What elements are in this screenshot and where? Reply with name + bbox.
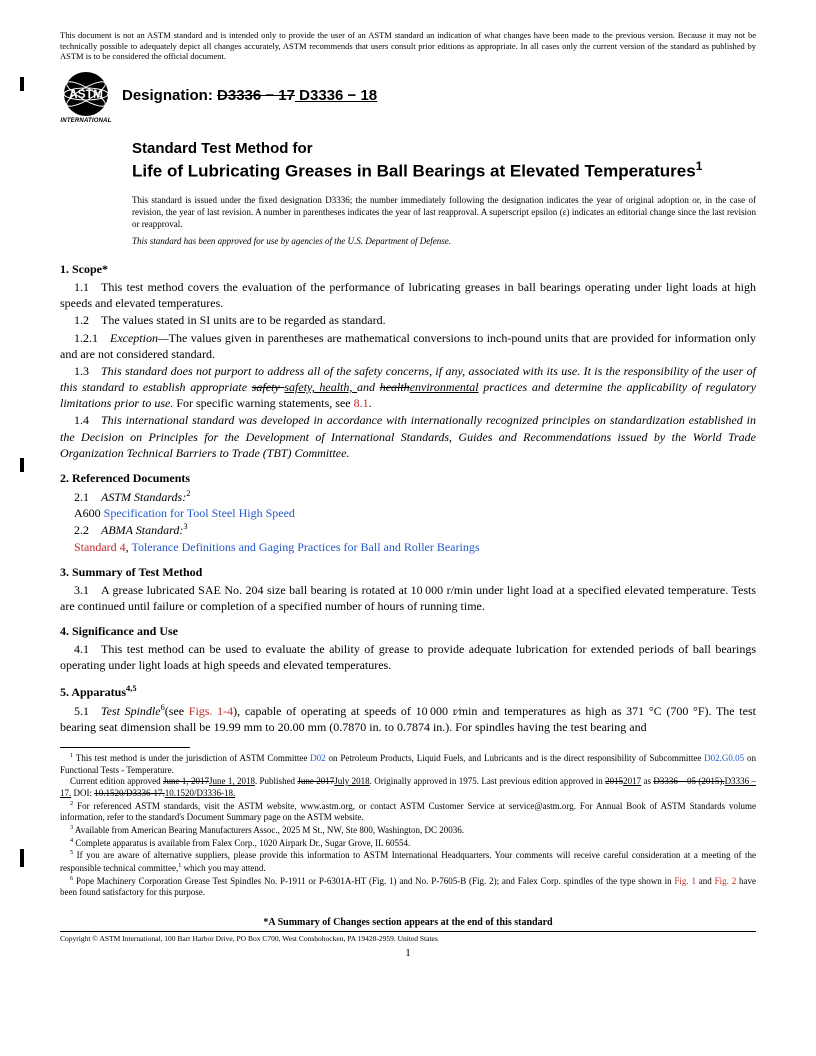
para-5-1: 5.1 Test Spindle6(see Figs. 1-4), capabl… — [60, 702, 756, 735]
ref-2-1: 2.1 ASTM Standards:2 — [74, 488, 756, 505]
title-main: Life of Lubricating Greases in Ball Bear… — [132, 159, 756, 182]
title-lead: Standard Test Method for — [132, 140, 756, 159]
change-bar — [20, 77, 24, 91]
footnote-1b: Current edition approved June 1, 2017Jun… — [60, 776, 756, 799]
section-1-head: 1. Scope* — [60, 262, 756, 277]
para-3-1: 3.1 A grease lubricated SAE No. 204 size… — [60, 582, 756, 614]
footnote-2: 2 For referenced ASTM standards, visit t… — [60, 800, 756, 824]
page-number: 1 — [60, 947, 756, 959]
footnote-1: 1 This test method is under the jurisdic… — [60, 752, 756, 776]
ref-figs-1-4[interactable]: Figs. 1-4 — [189, 704, 233, 718]
ref-2-2: 2.2 ABMA Standard:3 — [74, 521, 756, 538]
para-1-2: 1.2 The values stated in SI units are to… — [60, 312, 756, 328]
footnote-3: 3 Available from American Bearing Manufa… — [60, 824, 756, 837]
para-4-1: 4.1 This test method can be used to eval… — [60, 641, 756, 673]
para-1-1: 1.1 This test method covers the evaluati… — [60, 279, 756, 311]
para-1-4: 1.4 This international standard was deve… — [60, 412, 756, 461]
issuance-note: This standard is issued under the fixed … — [132, 194, 756, 230]
ref-standard-4: Standard 4, Tolerance Definitions and Ga… — [74, 539, 756, 555]
change-bar — [20, 458, 24, 472]
footnote-4: 4 Complete apparatus is available from F… — [60, 837, 756, 850]
ref-fig-1[interactable]: Fig. 1 — [674, 876, 696, 886]
ref-fig-2[interactable]: Fig. 2 — [715, 876, 737, 886]
disclaimer-text: This document is not an ASTM standard an… — [60, 30, 756, 62]
copyright: Copyright © ASTM International, 100 Barr… — [60, 931, 756, 943]
dod-approval: This standard has been approved for use … — [132, 236, 756, 246]
svg-text:ASTM: ASTM — [69, 87, 103, 101]
footnote-rule — [60, 747, 190, 748]
section-2-head: 2. Referenced Documents — [60, 471, 756, 486]
para-1-3: 1.3 This standard does not purport to ad… — [60, 363, 756, 412]
ref-a600: A600 Specification for Tool Steel High S… — [74, 505, 756, 521]
summary-changes-note: *A Summary of Changes section appears at… — [60, 917, 756, 928]
title-block: Standard Test Method for Life of Lubrica… — [132, 140, 756, 182]
link-d02-g0-05[interactable]: D02.G0.05 — [704, 753, 744, 763]
ref-8-1[interactable]: 8.1 — [354, 396, 369, 410]
designation: Designation: D3336 − 17 D3336 − 18 — [122, 87, 377, 104]
link-a600[interactable]: Specification for Tool Steel High Speed — [104, 506, 295, 520]
footnote-6: 6 Pope Machinery Corporation Grease Test… — [60, 875, 756, 899]
link-d02[interactable]: D02 — [310, 753, 326, 763]
section-5-head: 5. Apparatus4,5 — [60, 684, 756, 700]
astm-logo: ASTM INTERNATIONAL — [60, 70, 112, 122]
footnote-5: 5 If you are aware of alternative suppli… — [60, 849, 756, 874]
section-3-head: 3. Summary of Test Method — [60, 565, 756, 580]
section-4-head: 4. Significance and Use — [60, 624, 756, 639]
header-row: ASTM INTERNATIONAL Designation: D3336 − … — [60, 70, 756, 122]
change-bar — [20, 849, 24, 867]
link-std4[interactable]: Tolerance Definitions and Gaging Practic… — [131, 540, 479, 554]
para-1-2-1: 1.2.1 Exception—The values given in pare… — [60, 330, 756, 362]
